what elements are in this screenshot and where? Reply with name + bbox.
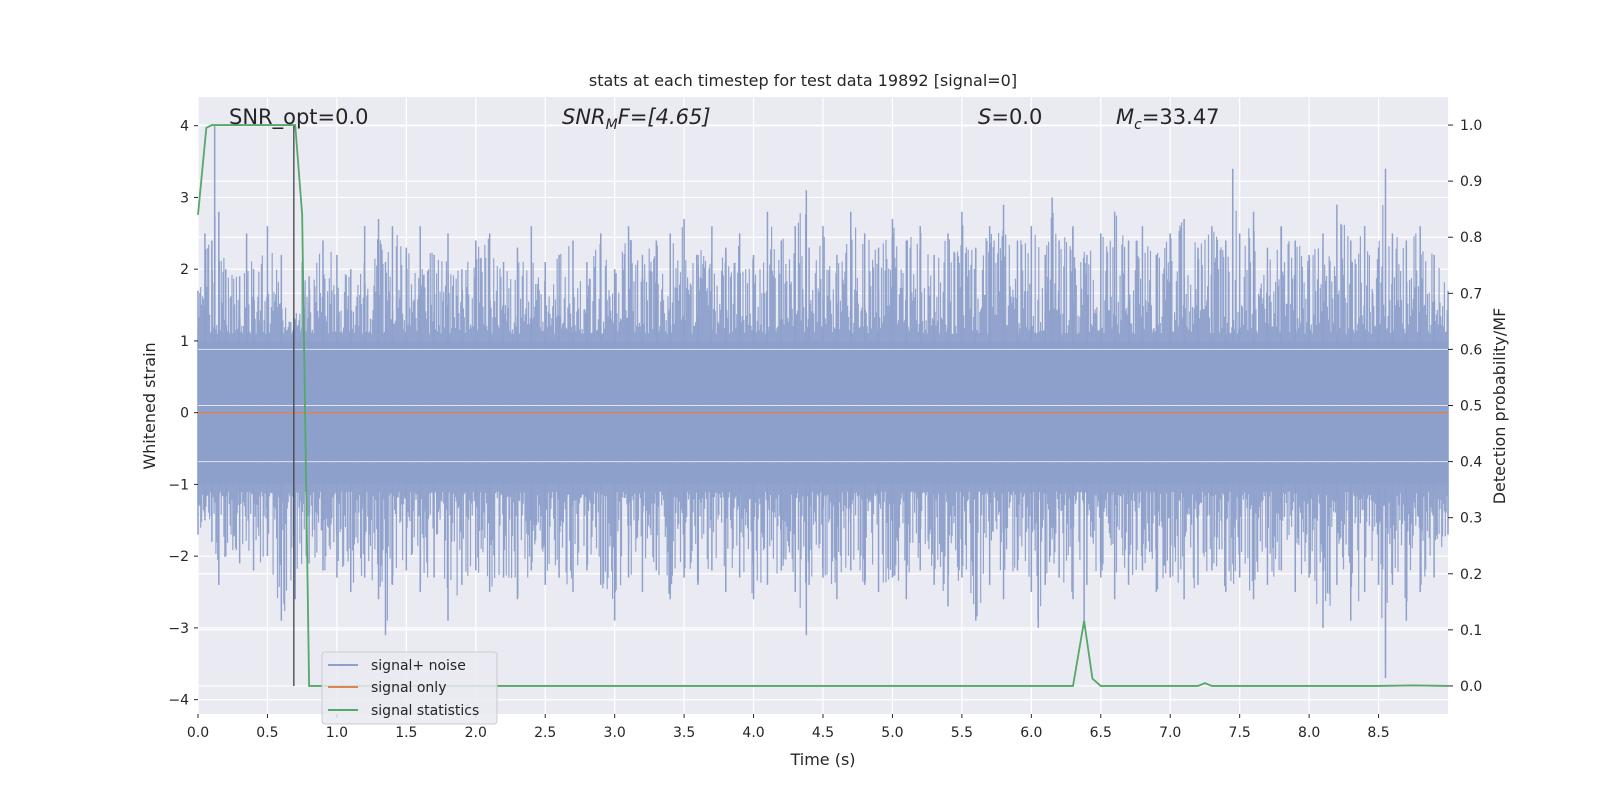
x-tick-label: 7.5: [1229, 725, 1251, 741]
x-tick-label: 0.5: [256, 725, 278, 741]
x-axis-ticks: 0.0 0.5 1.0 1.5 2.0 2.5 3.0 3.5 4.0 4.5 5.0 5.5 6.0 6…: [187, 714, 1390, 741]
y-right-axis-label: Detection probability/MF: [1490, 308, 1509, 505]
s-value: =0.0: [991, 105, 1042, 129]
y-left-tick-label: −1: [168, 477, 189, 493]
mc-label: M: [1116, 105, 1134, 129]
y-right-axis-ticks: 1.0 0.9 0.8 0.7 0.6 0.5 0.4 0.3 0.2 0.1 0.0: [1448, 118, 1482, 695]
y-right-tick-label: 0.0: [1460, 679, 1482, 695]
x-tick-label: 3.5: [673, 725, 695, 741]
y-left-tick-label: 3: [180, 190, 189, 206]
s-label: S: [978, 105, 991, 129]
chart-title: stats at each timestep for test data 198…: [589, 71, 1017, 90]
annotation-s: S=0.0: [978, 105, 1042, 129]
x-tick-label: 1.5: [395, 725, 417, 741]
snr-mf-base: SNR: [562, 105, 606, 129]
y-right-tick-label: 0.8: [1460, 230, 1482, 246]
y-right-tick-label: 0.3: [1460, 511, 1482, 527]
y-right-tick-label: 0.2: [1460, 567, 1482, 583]
y-left-tick-label: −2: [168, 549, 189, 565]
snr-mf-sub: M: [606, 117, 618, 133]
mc-sub: c: [1134, 117, 1142, 133]
x-tick-label: 2.5: [534, 725, 556, 741]
y-left-tick-label: 1: [180, 334, 189, 350]
y-right-tick-label: 0.7: [1460, 286, 1482, 302]
legend-label-signal-statistics: signal statistics: [371, 703, 479, 719]
x-tick-label: 2.0: [465, 725, 487, 741]
y-left-axis-ticks: 4 3 2 1 0 −1 −2 −3 −4: [168, 119, 198, 709]
x-tick-label: 7.0: [1159, 725, 1181, 741]
legend-label-signal-noise: signal+ noise: [371, 658, 466, 674]
x-tick-label: 5.5: [951, 725, 973, 741]
y-left-tick-label: −3: [168, 621, 189, 637]
signal-statistics-line: [197, 124, 1449, 687]
y-left-tick-label: 0: [180, 406, 189, 422]
x-tick-label: 8.0: [1298, 725, 1320, 741]
y-right-tick-label: 1.0: [1460, 118, 1482, 134]
y-left-axis-label: Whitened strain: [140, 342, 159, 469]
y-right-tick-label: 0.9: [1460, 174, 1482, 190]
y-left-tick-label: 4: [180, 119, 189, 135]
x-tick-label: 6.0: [1020, 725, 1042, 741]
y-right-tick-label: 0.6: [1460, 342, 1482, 358]
signal-statistics-series: [197, 124, 1449, 687]
x-tick-label: 5.0: [881, 725, 903, 741]
y-left-tick-label: 2: [180, 262, 189, 278]
y-right-tick-label: 0.4: [1460, 455, 1482, 471]
y-right-tick-label: 0.5: [1460, 399, 1482, 415]
x-tick-label: 1.0: [326, 725, 348, 741]
annotation-snr-mf: SNRMF=[4.65]: [562, 105, 711, 133]
annotation-snr-opt: SNR_opt=0.0: [229, 105, 369, 130]
legend-label-signal-only: signal only: [371, 680, 446, 696]
x-tick-label: 8.5: [1367, 725, 1389, 741]
x-tick-label: 4.0: [742, 725, 764, 741]
y-left-tick-label: −4: [168, 693, 189, 709]
x-tick-label: 4.5: [812, 725, 834, 741]
annotation-mc: Mc=33.47: [1116, 105, 1220, 133]
x-tick-label: 6.5: [1090, 725, 1112, 741]
legend: signal+ noise signal only signal statist…: [321, 651, 498, 725]
x-tick-label: 3.0: [604, 725, 626, 741]
x-axis-label: Time (s): [789, 750, 855, 769]
legend-box: [321, 651, 498, 725]
x-tick-label: 0.0: [187, 725, 209, 741]
y-right-tick-label: 0.1: [1460, 623, 1482, 639]
snr-mf-f: F=[4.65]: [618, 105, 711, 129]
mc-value: =33.47: [1142, 105, 1220, 129]
